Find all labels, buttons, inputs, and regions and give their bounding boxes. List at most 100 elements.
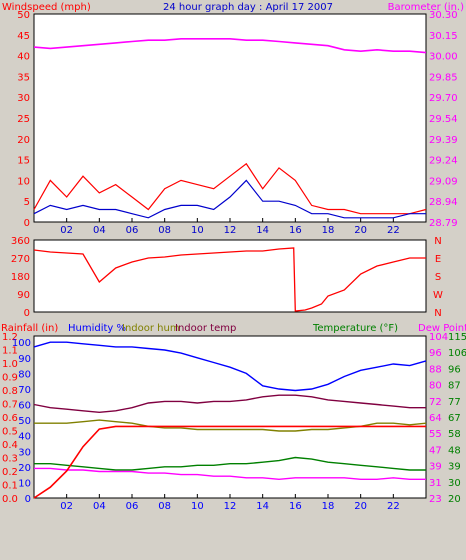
dew-point-axis-title: Dew Point — [418, 323, 466, 334]
x-tick-label: 02 — [60, 225, 73, 236]
page-title: 24 hour graph day : April 17 2007 — [163, 2, 333, 13]
rain-line — [33, 425, 426, 499]
temp-tick-label: 96 — [448, 364, 461, 375]
temperature-line — [34, 456, 426, 471]
baro-tick-label: 30.15 — [429, 31, 458, 42]
x-tick-label: 22 — [387, 225, 400, 236]
dir-tick-label: 90 — [17, 290, 30, 301]
hum-tick-label: 20 — [18, 463, 31, 474]
x-tick-label: 02 — [60, 501, 73, 512]
rain-tick-label: 1.1 — [2, 346, 18, 357]
x-tick-label: 18 — [322, 501, 335, 512]
hum-tick-label: 60 — [18, 401, 31, 412]
rain-tick-label: 1.0 — [2, 359, 18, 370]
baro-tick-label: 29.24 — [429, 156, 458, 167]
rainfall-axis-title: Rainfall (in) — [1, 323, 58, 334]
humidity-line — [33, 341, 427, 392]
wind-tick-label: 25 — [17, 114, 30, 125]
wind-tick-label: 50 — [17, 10, 30, 21]
wind-tick-label: 10 — [17, 176, 30, 187]
wind-chart-layer: 0 5 10 15 20 25 30 35 40 45 50 28.79 28.94 29.09 29.24… — [17, 10, 457, 236]
indoor-hum-title: Indoor hum — [122, 323, 180, 334]
x-tick-label: 16 — [289, 501, 302, 512]
rain-tick-label: 0.8 — [2, 386, 18, 397]
compass-label: N — [434, 308, 441, 319]
baro-tick-label: 29.09 — [429, 176, 458, 187]
windspeed-axis-title: Windspeed (mph) — [2, 2, 91, 13]
rain-tick-label: 0.4 — [2, 440, 18, 451]
wind-plot-area — [33, 13, 427, 223]
dir-tick-label: 270 — [11, 254, 30, 265]
rain-tick-label: 0.2 — [2, 467, 18, 478]
temp-tick-label: 77 — [448, 397, 461, 408]
hum-tick-label: 50 — [18, 416, 31, 427]
compass-label: W — [433, 290, 443, 301]
avg-line — [33, 179, 426, 219]
temp-tick-label: 47 — [429, 445, 442, 456]
x-tick-label: 08 — [158, 225, 171, 236]
baro-line — [33, 38, 427, 54]
rain-tick-label: 1.2 — [2, 332, 18, 343]
x-tick-label: 12 — [224, 501, 237, 512]
x-tick-label: 20 — [354, 501, 367, 512]
compass-label: E — [435, 254, 441, 265]
baro-tick-label: 29.39 — [429, 135, 458, 146]
rain-plot-area — [33, 335, 427, 499]
x-tick-label: 06 — [126, 501, 139, 512]
baro-tick-label: 30.30 — [429, 10, 458, 21]
temp-tick-label: 39 — [429, 462, 442, 473]
hum-tick-label: 10 — [18, 478, 31, 489]
temperature-axis-title: Temperature (°F) — [312, 323, 398, 334]
wind-tick-label: 30 — [17, 93, 30, 104]
x-tick-label: 14 — [256, 225, 269, 236]
temp-tick-label: 30 — [448, 478, 461, 489]
compass-label: S — [435, 272, 441, 283]
temp-tick-label: 88 — [429, 364, 442, 375]
temp-tick-label: 104 — [429, 332, 448, 343]
x-tick-label: 06 — [126, 225, 139, 236]
x-tick-label: 18 — [322, 225, 335, 236]
x-tick-label: 04 — [93, 225, 106, 236]
hum-tick-label: 100 — [12, 338, 31, 349]
temp-tick-label: 23 — [429, 494, 442, 505]
x-tick-label: 10 — [191, 225, 204, 236]
x-tick-label: 14 — [256, 501, 269, 512]
hum-tick-label: 40 — [18, 432, 31, 443]
dir-tick-label: 0 — [24, 308, 30, 319]
rain-tick-label: 0.9 — [2, 373, 18, 384]
barometer-axis-title: Barometer (in.) — [388, 2, 464, 13]
temp-tick-label: 58 — [448, 429, 461, 440]
hum-tick-label: 90 — [18, 354, 31, 365]
temp-tick-label: 80 — [429, 381, 442, 392]
baro-tick-label: 28.79 — [429, 218, 458, 229]
wind-tick-label: 0 — [24, 218, 30, 229]
wind-tick-label: 35 — [17, 72, 30, 83]
hum-tick-label: 70 — [18, 385, 31, 396]
humidity-axis-title: Humidity % — [68, 323, 126, 334]
compass-label: N — [434, 236, 441, 247]
baro-tick-label: 30.00 — [429, 52, 458, 63]
baro-tick-label: 29.54 — [429, 114, 458, 125]
indoor_temp-line — [33, 394, 426, 414]
temp-tick-label: 39 — [448, 462, 461, 473]
rain-tick-label: 0.6 — [2, 413, 18, 424]
rain-tick-label: 0.5 — [2, 427, 18, 438]
hum-tick-label: 80 — [18, 369, 31, 380]
rain-tick-label: 0.0 — [2, 494, 18, 505]
temp-tick-label: 106 — [448, 348, 466, 359]
x-tick-label: 10 — [191, 501, 204, 512]
direction-line — [33, 247, 426, 312]
x-tick-label: 16 — [289, 225, 302, 236]
temp-tick-label: 115 — [448, 332, 466, 343]
wind-tick-label: 5 — [24, 197, 30, 208]
x-tick-label: 22 — [387, 501, 400, 512]
wind-tick-label: 15 — [17, 156, 30, 167]
rain-chart-layer: 0.0 0.1 0.2 0.3 0.4 0.5 0.6 0.7 0.8 0.9 1.0 1.1 1.2 0… — [2, 332, 466, 512]
temp-tick-label: 64 — [429, 413, 442, 424]
baro-tick-label: 29.85 — [429, 72, 458, 83]
rain-tick-label: 0.3 — [2, 454, 18, 465]
temp-tick-label: 96 — [429, 348, 442, 359]
x-tick-label: 04 — [93, 501, 106, 512]
